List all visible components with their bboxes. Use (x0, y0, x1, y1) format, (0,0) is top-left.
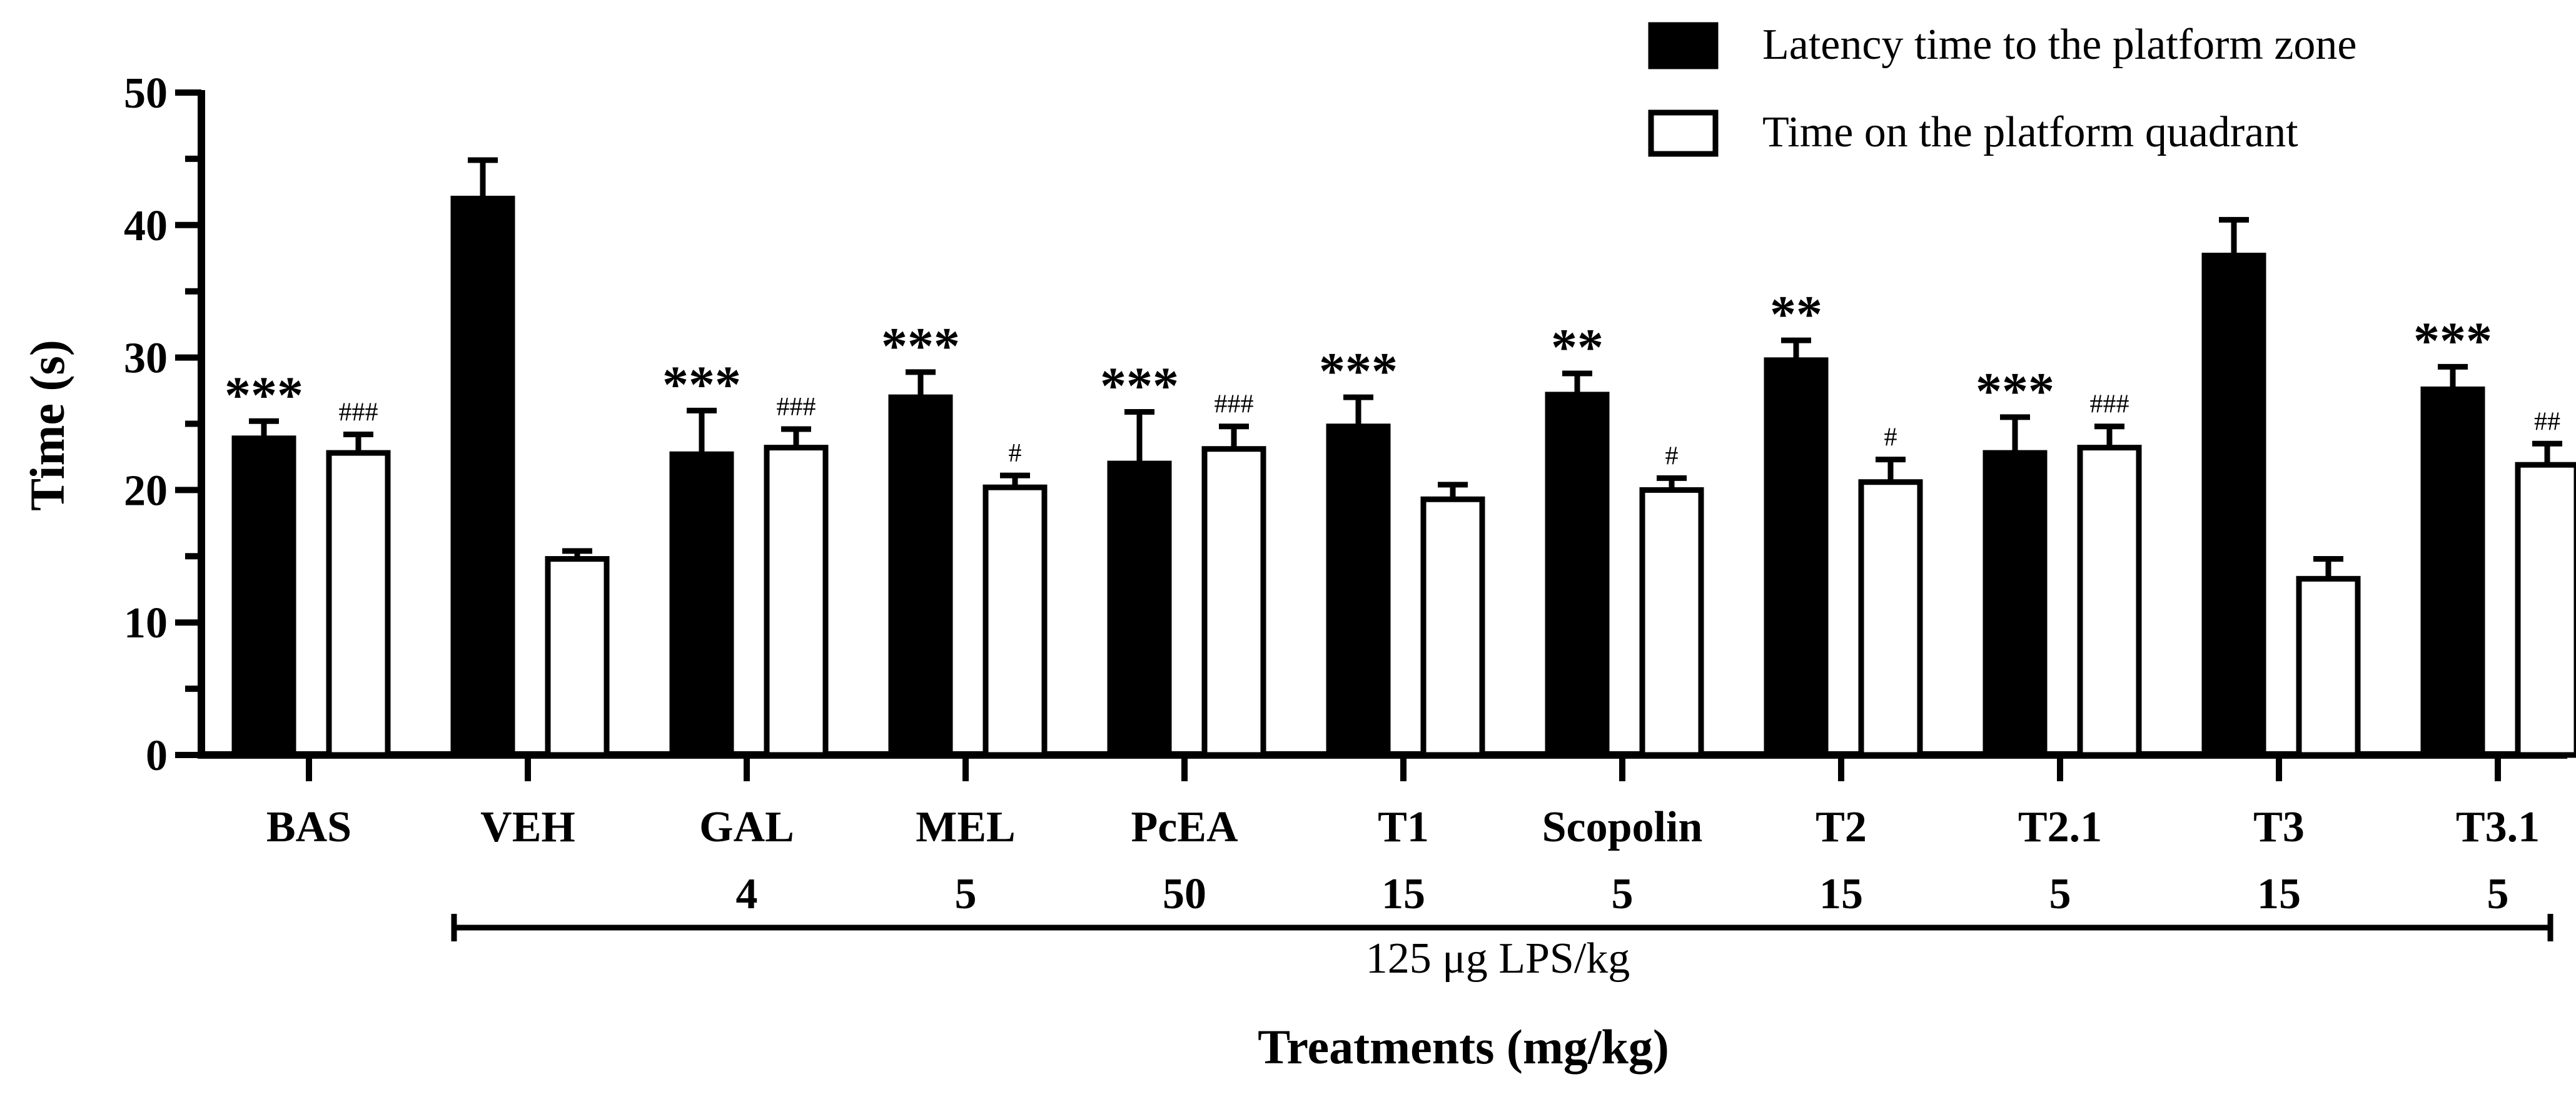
x-dose-label: 5 (955, 870, 977, 918)
significance-hash: ### (1215, 390, 1254, 419)
significance-hash: ### (777, 393, 816, 422)
x-dose-label: 15 (1381, 870, 1425, 918)
bar-quadrant (982, 484, 1048, 758)
x-category-label: MEL (916, 803, 1015, 851)
bars (231, 157, 2576, 758)
x-dose-label: 5 (2049, 870, 2071, 918)
x-category-label: VEH (480, 803, 575, 851)
bar-latency (450, 195, 515, 758)
y-tick-label: 20 (124, 467, 168, 515)
x-category-label: T2.1 (2018, 803, 2102, 851)
bar-latency (1983, 450, 2048, 758)
significance-stars: ** (1551, 318, 1604, 377)
bar-latency (1326, 423, 1391, 758)
significance-stars: *** (1319, 342, 1398, 400)
x-category-label: T2 (1816, 803, 1867, 851)
lps-bracket-label: 125 μg LPS/kg (1366, 934, 1630, 983)
x-dose-label: 5 (2487, 870, 2509, 918)
legend: Latency time to the platform zone Time on… (1648, 21, 2356, 157)
significance-stars: *** (1100, 357, 1179, 415)
bar-quadrant (1639, 487, 1704, 758)
significance-hash: ## (2534, 407, 2560, 436)
x-category-label: BAS (266, 803, 351, 851)
y-tick-label: 10 (124, 599, 168, 647)
significance-hash: # (1009, 439, 1022, 468)
legend-swatch-latency (1648, 22, 1719, 69)
bar-quadrant (326, 450, 391, 758)
x-dose-label: 4 (736, 870, 758, 918)
bar-latency (231, 435, 296, 758)
bar-quadrant (764, 445, 829, 758)
x-category-label: GAL (699, 803, 794, 851)
legend-swatch-quadrant (1648, 109, 1719, 157)
y-tick-label: 0 (146, 732, 168, 780)
bar-latency (1764, 357, 1829, 758)
bar-latency (2201, 253, 2266, 758)
bar-latency (669, 451, 734, 758)
x-category-label: PcEA (1131, 803, 1238, 851)
bar-latency (1107, 460, 1172, 758)
x-category-label: Scopolin (1542, 803, 1703, 851)
significance-hash: ### (2090, 390, 2129, 419)
bar-quadrant (1858, 479, 1923, 758)
significance-stars: *** (881, 317, 960, 375)
significance-stars: *** (1976, 362, 2054, 420)
significance-hash: # (1665, 442, 1679, 470)
significance-stars: *** (2413, 311, 2492, 370)
bar-latency (1545, 392, 1610, 758)
y-axis-label: Time (s) (20, 340, 74, 511)
x-category-label: T3.1 (2456, 803, 2540, 851)
bar-quadrant (2515, 462, 2576, 758)
legend-label-latency: Latency time to the platform zone (1762, 21, 2356, 69)
bar-quadrant (2296, 575, 2361, 758)
significance-stars: *** (662, 355, 741, 413)
bar-quadrant (545, 556, 610, 758)
x-dose-label: 50 (1163, 870, 1206, 918)
y-tick-label: 30 (124, 335, 168, 383)
y-tick-label: 40 (124, 202, 168, 250)
bar-quadrant (1420, 496, 1485, 758)
legend-label-quadrant: Time on the platform quadrant (1762, 108, 2298, 156)
x-dose-label: 15 (2257, 870, 2301, 918)
bar-latency (888, 394, 953, 758)
significance-stars: *** (225, 366, 303, 424)
bar-quadrant (2077, 445, 2142, 758)
x-category-label: T1 (1378, 803, 1429, 851)
y-tick-label: 50 (124, 69, 168, 118)
significance-hash: # (1884, 423, 1897, 452)
bar-quadrant (1201, 446, 1266, 758)
significance-stars: ** (1770, 285, 1822, 343)
x-dose-label: 5 (1612, 870, 1634, 918)
x-dose-label: 15 (1819, 870, 1863, 918)
significance-hash: ### (339, 398, 378, 427)
x-category-label: T3 (2253, 803, 2305, 851)
x-axis-label: Treatments (mg/kg) (1258, 1020, 1669, 1074)
bar-latency (2420, 386, 2485, 758)
